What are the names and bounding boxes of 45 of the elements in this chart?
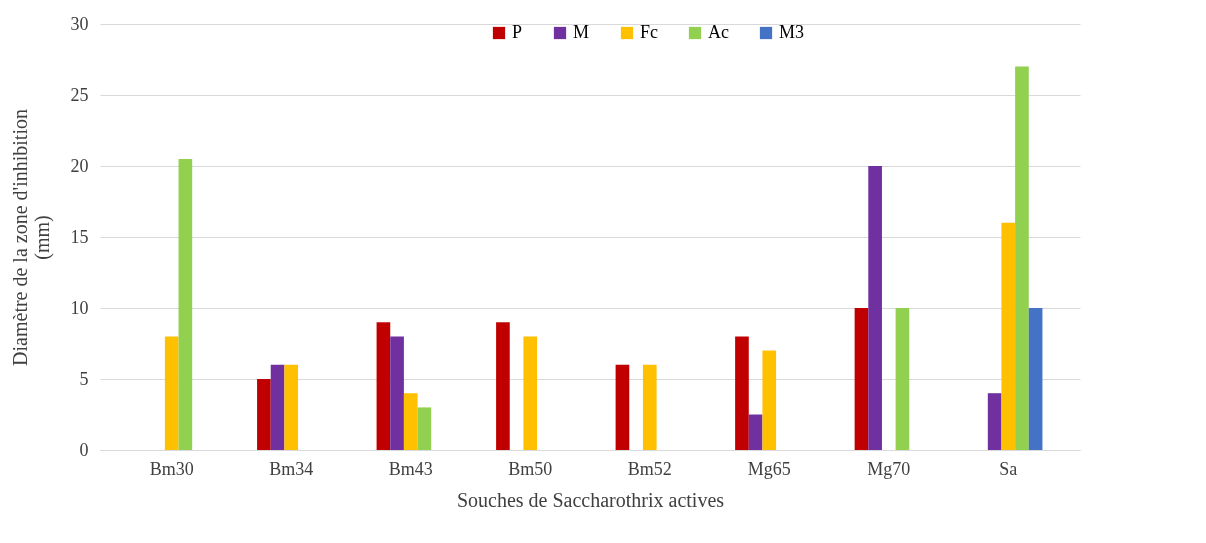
bar xyxy=(748,414,763,450)
y-axis-title: Diamètre de la zone d'inhibition (mm) xyxy=(8,109,54,366)
bar xyxy=(284,364,299,450)
bar xyxy=(868,166,882,450)
x-tick-label: Mg70 xyxy=(867,458,911,479)
legend-label: M3 xyxy=(779,22,805,42)
bar xyxy=(403,393,418,450)
legend-label: Ac xyxy=(708,22,729,42)
legend-label: M xyxy=(573,22,590,42)
bar xyxy=(615,364,630,450)
bar xyxy=(257,379,271,450)
x-tick-label: Bm34 xyxy=(269,458,314,479)
bar xyxy=(735,336,749,450)
y-tick-label: 10 xyxy=(70,297,89,318)
bar xyxy=(762,350,777,450)
y-tick-label: 20 xyxy=(70,155,89,176)
bar xyxy=(642,364,657,450)
bar xyxy=(164,336,179,450)
bar xyxy=(376,322,391,450)
bar xyxy=(1015,66,1029,450)
y-tick-label: 15 xyxy=(70,226,89,247)
bar xyxy=(390,336,404,450)
y-tick-label: 5 xyxy=(79,368,89,389)
bar xyxy=(523,336,538,450)
bar xyxy=(178,158,193,450)
x-axis-title: Souches de Saccharothrix actives xyxy=(456,488,725,511)
bar xyxy=(1001,222,1016,450)
bar xyxy=(987,393,1002,450)
x-tick-label: Bm43 xyxy=(388,458,433,479)
x-tick-label: Bm52 xyxy=(627,458,672,479)
bar xyxy=(895,308,910,450)
y-tick-label: 30 xyxy=(70,13,89,34)
bar xyxy=(854,308,869,450)
x-tick-label: Bm50 xyxy=(508,458,553,479)
x-tick-label: Mg65 xyxy=(747,458,791,479)
x-tick-label: Sa xyxy=(999,458,1018,479)
y-tick-label: 0 xyxy=(79,439,89,460)
bar xyxy=(270,364,285,450)
x-tick-label: Bm30 xyxy=(149,458,194,479)
bar xyxy=(417,407,432,450)
bar xyxy=(1028,308,1043,450)
bar xyxy=(496,322,510,450)
legend-label: Fc xyxy=(640,22,659,42)
y-tick-label: 25 xyxy=(70,84,89,105)
legend-label: P xyxy=(512,22,523,42)
